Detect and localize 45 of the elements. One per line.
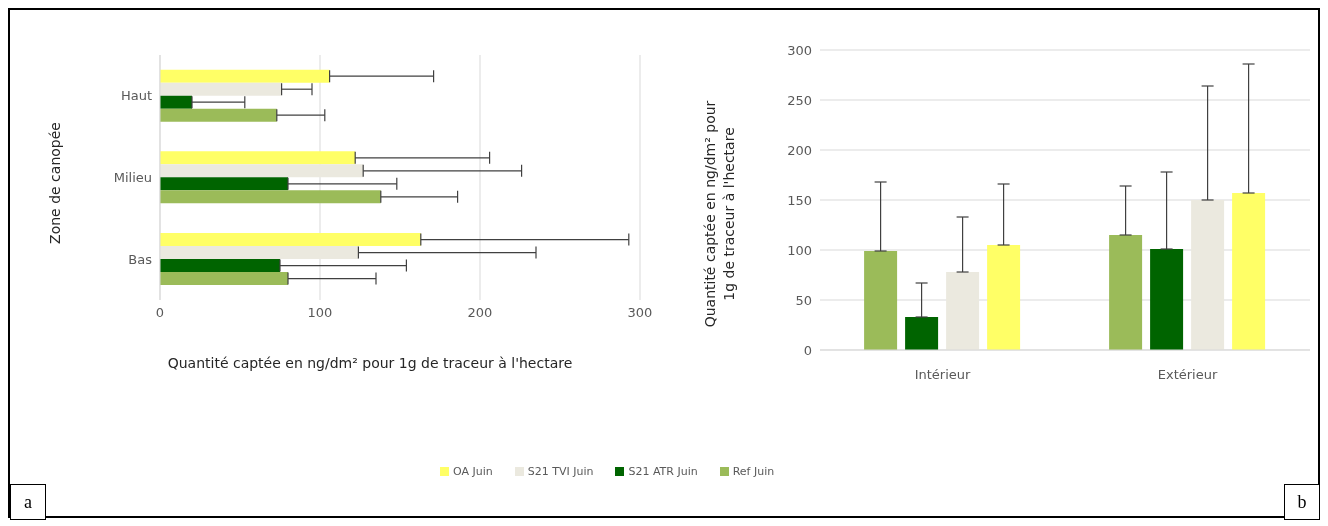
- x-tick-label: 200: [467, 305, 493, 321]
- legend-label: S21 ATR Juin: [628, 465, 698, 478]
- bar: [864, 251, 898, 350]
- y-tick-label: Haut: [120, 88, 152, 104]
- legend-label: S21 TVI Juin: [527, 465, 594, 478]
- bar: [905, 317, 939, 350]
- bar: [160, 177, 288, 191]
- y-axis-title: Quantité captée en ng/dm² pour 1g de traceur à l'hectare: [701, 99, 738, 330]
- x-tick-label: 100: [307, 305, 333, 321]
- y-tick-label: Milieu: [113, 170, 152, 186]
- bar: [160, 164, 364, 178]
- y-tick-label: 250: [787, 92, 812, 108]
- legend-label: Ref Juin: [732, 465, 775, 478]
- bar: [1232, 193, 1266, 350]
- bar: [1191, 200, 1225, 350]
- x-tick-label: Intérieur: [914, 367, 971, 383]
- x-tick-label: 300: [627, 305, 653, 321]
- y-tick-label: 200: [787, 142, 812, 158]
- bar: [160, 190, 381, 204]
- bar: [1150, 249, 1184, 350]
- bar: [160, 233, 421, 247]
- text: a: [10, 484, 46, 520]
- bar: [160, 246, 359, 260]
- bar: [160, 259, 280, 273]
- y-tick-label: 50: [795, 292, 812, 308]
- x-axis-title: Quantité captée en ng/dm² pour 1g de traceur à l'hectare: [166, 355, 574, 371]
- bar: [987, 245, 1021, 350]
- bar: [160, 272, 288, 286]
- bar: [160, 151, 356, 165]
- y-tick-label: 0: [803, 342, 812, 358]
- y-tick-label: Bas: [128, 251, 153, 267]
- legend-label: OA Juin: [453, 465, 493, 478]
- y-axis-title: Zone de canopée: [47, 121, 63, 246]
- bar: [160, 82, 282, 96]
- bar: [160, 108, 277, 122]
- y-tick-label: 100: [787, 242, 812, 258]
- bar: [160, 69, 330, 83]
- text: b: [1284, 484, 1320, 520]
- y-tick-label: 150: [787, 192, 812, 208]
- y-tick-label: 300: [787, 42, 812, 58]
- bar: [160, 95, 192, 109]
- bar: [1109, 235, 1143, 350]
- bar: [946, 272, 980, 350]
- x-tick-label: Extérieur: [1157, 367, 1218, 383]
- x-tick-label: 0: [155, 305, 165, 321]
